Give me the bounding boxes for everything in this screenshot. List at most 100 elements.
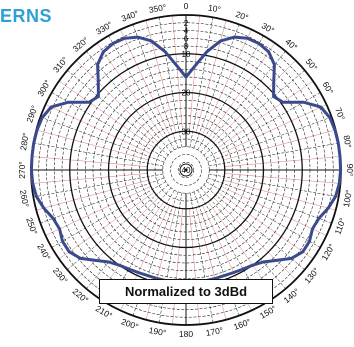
angle-tick-label: 160°	[232, 316, 252, 331]
subgrid-spoke	[145, 20, 177, 133]
ring-tick-label: 10	[182, 50, 191, 59]
subgrid-spoke	[172, 15, 183, 132]
grid-spoke	[40, 177, 165, 224]
grid-spoke	[203, 184, 305, 270]
angle-tick-label: 350°	[148, 2, 167, 15]
subgrid-spoke	[213, 197, 296, 280]
subgrid-spoke	[189, 15, 200, 132]
subgrid-spoke	[223, 179, 336, 211]
angle-tick-label: 290°	[24, 104, 39, 124]
subgrid-spoke	[58, 80, 155, 148]
grid-spoke	[197, 190, 264, 305]
subgrid-spoke	[224, 173, 341, 184]
angle-tick-label: 0	[184, 1, 189, 11]
grid-spoke	[51, 181, 166, 248]
grid-spoke	[86, 51, 172, 153]
angle-tick-label: 190°	[148, 325, 167, 338]
angle-tick-label: 50°	[304, 56, 320, 72]
angle-tick-label: 100°	[341, 189, 354, 208]
angle-tick-label: 40°	[283, 36, 299, 52]
angle-tick-label: 280°	[18, 132, 31, 151]
grid-spoke	[132, 24, 179, 149]
grid-spoke	[208, 173, 339, 198]
grid-spoke	[158, 192, 183, 323]
angle-tick-label: 90°	[345, 164, 354, 177]
subgrid-spoke	[217, 80, 314, 148]
subgrid-spoke	[217, 192, 314, 260]
grid-spoke	[33, 173, 164, 198]
normalization-caption-box: Normalized to 3dBd	[99, 279, 273, 304]
grid-spoke	[207, 116, 332, 163]
grid-spoke	[108, 35, 175, 150]
grid-ring-center	[179, 163, 193, 177]
grid-spoke	[40, 116, 165, 163]
grid-spoke	[67, 70, 169, 156]
subgrid-spoke	[36, 129, 149, 161]
angle-tick-label: 270°	[17, 161, 27, 179]
subgrid-spoke	[76, 60, 159, 143]
grid-ring	[177, 161, 195, 179]
angle-tick-label: 30°	[260, 20, 276, 35]
ring-tick-label: 30	[182, 127, 191, 136]
subgrid-spoke	[76, 197, 159, 280]
grid-spoke	[33, 142, 164, 167]
grid-spoke	[67, 184, 169, 270]
angle-tick-label: 200°	[120, 316, 140, 331]
grid-spoke	[108, 190, 175, 305]
angle-tick-label: 250°	[24, 216, 39, 236]
normalization-caption: Normalized to 3dBd	[124, 284, 248, 299]
subgrid-spoke	[224, 156, 341, 167]
grid-spoke	[51, 92, 166, 159]
grid-spoke	[193, 24, 240, 149]
subgrid-spoke	[96, 42, 164, 139]
grid-spoke	[200, 51, 286, 153]
grid-spoke	[158, 17, 183, 148]
subgrid-spoke	[31, 156, 148, 167]
subgrid-spoke	[45, 104, 151, 154]
ring-tick-label: 4	[184, 27, 189, 36]
subgrid-spoke	[223, 129, 336, 161]
header-title: ERNS	[0, 6, 53, 26]
angle-tick-label: 340°	[120, 8, 140, 23]
angle-tick-label: 180	[179, 329, 193, 339]
grid-spoke	[189, 192, 214, 323]
grid-spoke	[207, 177, 332, 224]
grid-spoke	[193, 191, 240, 316]
grid-spoke	[203, 70, 305, 156]
subgrid-spoke	[189, 208, 200, 325]
grid-spoke	[200, 187, 286, 289]
angle-tick-label: 110°	[333, 216, 348, 235]
angle-tick-label: 10°	[207, 2, 221, 14]
subgrid-spoke	[45, 186, 151, 236]
ring-tick-label: 6	[184, 34, 189, 43]
angle-tick-label: 260°	[18, 189, 31, 208]
grid-spoke	[86, 187, 172, 289]
grid-spoke	[189, 17, 214, 148]
grid-center-dot	[184, 168, 188, 172]
grid-spoke	[206, 181, 321, 248]
subgrid-spoke	[36, 179, 149, 211]
subgrid-spoke	[202, 29, 252, 135]
ring-tick-label: 2	[184, 19, 189, 28]
grid-spoke	[208, 142, 339, 167]
ring-tick-label: 8	[184, 42, 189, 51]
angle-tick-label: 80°	[341, 134, 353, 148]
angle-tick-label: 170°	[205, 325, 224, 338]
subgrid-spoke	[208, 42, 276, 139]
subgrid-spoke	[31, 173, 148, 184]
grid-ring	[170, 154, 202, 186]
subgrid-spoke	[195, 20, 227, 133]
subgrid-spoke	[221, 104, 327, 154]
subgrid-spoke	[221, 186, 327, 236]
subgrid-spoke	[58, 192, 155, 260]
subgrid-spoke	[120, 29, 170, 135]
grid-spoke	[206, 92, 321, 159]
subgrid-spoke	[172, 208, 183, 325]
angle-tick-label: 20°	[234, 9, 250, 23]
grid-spoke	[132, 191, 179, 316]
subgrid-spoke	[213, 60, 296, 143]
ring-tick-label: 20	[182, 89, 191, 98]
grid-spoke	[197, 35, 264, 150]
angle-tick-label: 60°	[320, 80, 335, 96]
